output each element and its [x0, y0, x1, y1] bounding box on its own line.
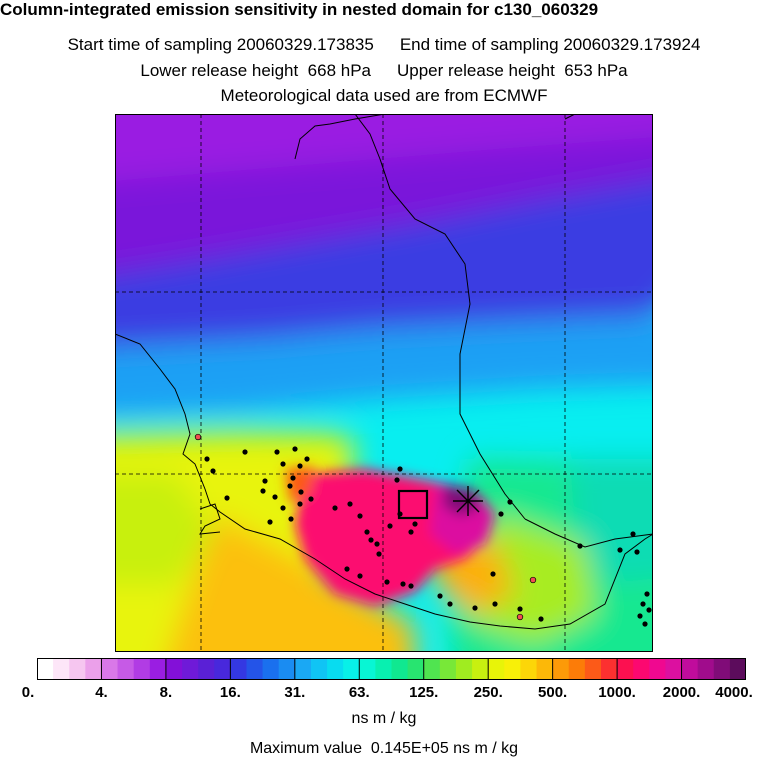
colorbar-cell	[439, 658, 457, 680]
colorbar-cell	[214, 658, 231, 680]
colorbar-cell	[697, 658, 715, 680]
colorbar-cell	[520, 658, 538, 680]
colorbar-cell	[37, 658, 54, 680]
colorbar-separators	[100, 658, 683, 680]
colorbar-tick-label: 8.	[159, 684, 173, 701]
colorbar-cell	[536, 658, 554, 680]
colorbar-cell	[729, 658, 746, 680]
start-time-value: 20060329.173835	[236, 35, 374, 54]
colorbar-cell	[198, 658, 215, 680]
colorbar-tick-labels: 0. 4. 8. 16. 31. 63. 125. 250. 500. 1000. 2000. 400…	[0, 684, 768, 704]
colorbar-cell	[133, 658, 151, 680]
colorbar-tick-label: 250.	[473, 684, 503, 701]
release-box	[397, 489, 429, 520]
coastlines	[115, 114, 653, 630]
colorbar-tick-label: 63.	[348, 684, 370, 701]
colorbar-cell	[310, 658, 328, 680]
colorbar-cell	[488, 658, 505, 680]
colorbar-cell	[230, 658, 247, 680]
station-dots	[204, 446, 652, 627]
colorbar-tick-label: 500.	[538, 684, 568, 701]
colorbar-cell	[633, 658, 650, 680]
sensitivity-map	[115, 114, 653, 652]
colorbar-cell	[552, 658, 570, 680]
end-time-value: 20060329.173924	[563, 35, 701, 54]
colorbar-cell	[343, 658, 360, 680]
sensitivity-field	[115, 114, 653, 652]
colorbar-cell	[327, 658, 344, 680]
colorbar-cell	[600, 658, 618, 680]
colorbar-cell	[423, 658, 441, 680]
colorbar-tick-label: 4000.	[715, 684, 753, 701]
colorbar-tick-label: 125.	[409, 684, 439, 701]
colorbar-tick-label: 1000.	[598, 684, 636, 701]
colorbar-cell	[165, 658, 183, 680]
upper-height-value: 653 hPa	[564, 61, 628, 80]
colorbar-cell	[455, 658, 473, 680]
colorbar-cell	[504, 658, 521, 680]
colorbar-tick-label: 16.	[219, 684, 241, 701]
release-heights-line: Lower release height 668 hPa Upper releas…	[0, 61, 768, 81]
colorbar-cell	[278, 658, 296, 680]
colorbar-cell	[568, 658, 586, 680]
colorbar-cell	[359, 658, 376, 680]
colorbar-cell	[53, 658, 70, 680]
colorbar-tick-label: 2000.	[662, 684, 701, 701]
highlight-dots	[194, 433, 537, 621]
start-time-label: Start time of sampling	[67, 35, 232, 54]
colorbar	[37, 658, 746, 680]
map-title: Column-integrated emission sensitivity i…	[0, 0, 599, 19]
colorbar-tick-label: 0.	[21, 684, 35, 701]
lower-height-value: 668 hPa	[307, 61, 371, 80]
end-time-label: End time of sampling	[399, 35, 559, 54]
colorbar-cell	[681, 658, 699, 680]
colorbar-units: ns m / kg	[351, 710, 417, 727]
colorbar-cell	[117, 658, 135, 680]
colorbar-cell	[101, 658, 119, 680]
lower-height-label: Lower release height	[140, 61, 299, 80]
colorbar-cell	[246, 658, 264, 680]
colorbar-cell	[294, 658, 312, 680]
colorbar-cell	[617, 658, 634, 680]
upper-height-label: Upper release height	[397, 61, 555, 80]
colorbar-cell	[182, 658, 199, 680]
colorbar-cell	[649, 658, 666, 680]
grid-lines	[115, 114, 653, 652]
colorbar-cell	[584, 658, 602, 680]
colorbar-cell	[713, 658, 731, 680]
colorbar-cell	[407, 658, 425, 680]
sampling-times-line: Start time of sampling 20060329.173835 En…	[0, 35, 768, 55]
colorbar-cell	[149, 658, 167, 680]
max-label: Maximum value	[249, 740, 362, 757]
colorbar-tick-label: 31.	[284, 684, 306, 701]
colorbar-cell	[262, 658, 280, 680]
colorbar-cell	[472, 658, 489, 680]
colorbar-cell	[375, 658, 392, 680]
met-data-line: Meteorological data used are from ECMWF	[220, 86, 548, 105]
colorbar-cells	[37, 658, 746, 680]
colorbar-cell	[391, 658, 409, 680]
colorbar-cell	[85, 658, 102, 680]
receptor-star-icon	[453, 486, 483, 516]
colorbar-cell	[69, 658, 86, 680]
max-value: 0.145E+05 ns m / kg	[370, 740, 519, 757]
maximum-value-line: Maximum value 0.145E+05 ns m / kg	[0, 740, 768, 758]
colorbar-cell	[665, 658, 683, 680]
colorbar-tick-label: 4.	[95, 684, 108, 701]
